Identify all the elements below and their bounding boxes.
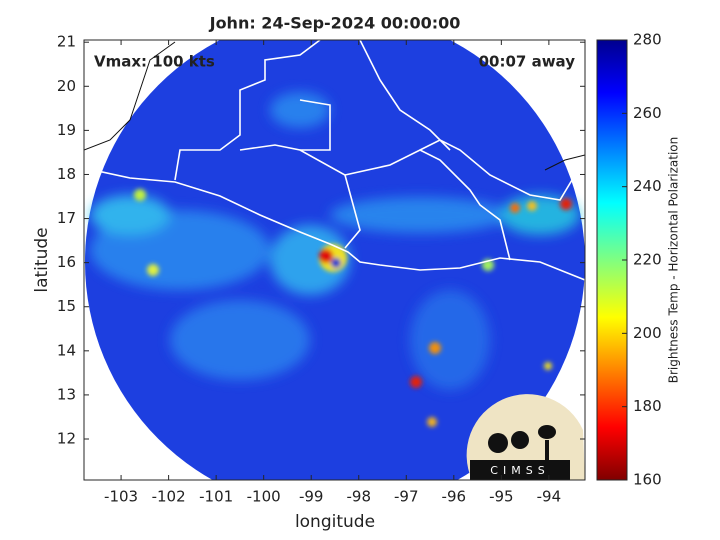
y-tick-label: 12	[57, 429, 76, 447]
time-away-label: 00:07 away	[479, 53, 576, 71]
colorbar-tick-label: 180	[633, 397, 662, 415]
colorbar-tick-label: 260	[633, 104, 662, 122]
y-axis-label: latitude	[32, 227, 52, 292]
colorbar-label: Brightness Temp - Horizontal Polarizatio…	[667, 137, 681, 384]
y-tick-label: 17	[57, 209, 76, 227]
x-tick-label: -100	[247, 488, 281, 506]
x-tick-label: -95	[489, 488, 514, 506]
x-tick-label: -103	[104, 488, 138, 506]
logo-text: CIMSS	[490, 464, 549, 477]
axes-box	[83, 39, 586, 481]
x-tick-label: -98	[346, 488, 371, 506]
x-tick-label: -99	[299, 488, 324, 506]
x-tick-label: -101	[199, 488, 233, 506]
x-tick-label: -96	[442, 488, 467, 506]
y-tick-label: 19	[57, 121, 76, 139]
x-tick-label: -94	[537, 488, 562, 506]
map-title: John: 24-Sep-2024 00:00:00	[209, 14, 461, 33]
y-tick-label: 16	[57, 253, 76, 271]
x-tick-label: -97	[394, 488, 419, 506]
y-tick-label: 14	[57, 341, 76, 359]
x-axis-label: longitude	[295, 512, 375, 532]
cimss-logo: CIMSS	[466, 394, 585, 480]
y-tick-label: 18	[57, 165, 76, 183]
colorbar-tick-label: 200	[633, 324, 662, 342]
y-tick-label: 15	[57, 297, 76, 315]
colorbar-tick-label: 220	[633, 251, 662, 269]
colorbar-tick-label: 240	[633, 177, 662, 195]
colorbar-tick-label: 280	[633, 31, 662, 49]
vmax-label: Vmax: 100 kts	[94, 53, 215, 71]
colorbar-tick-label: 160	[633, 471, 662, 489]
y-tick-label: 21	[57, 33, 76, 51]
y-tick-label: 13	[57, 385, 76, 403]
x-tick-label: -102	[152, 488, 186, 506]
satellite-image	[84, 40, 585, 480]
y-tick-label: 20	[57, 77, 76, 95]
